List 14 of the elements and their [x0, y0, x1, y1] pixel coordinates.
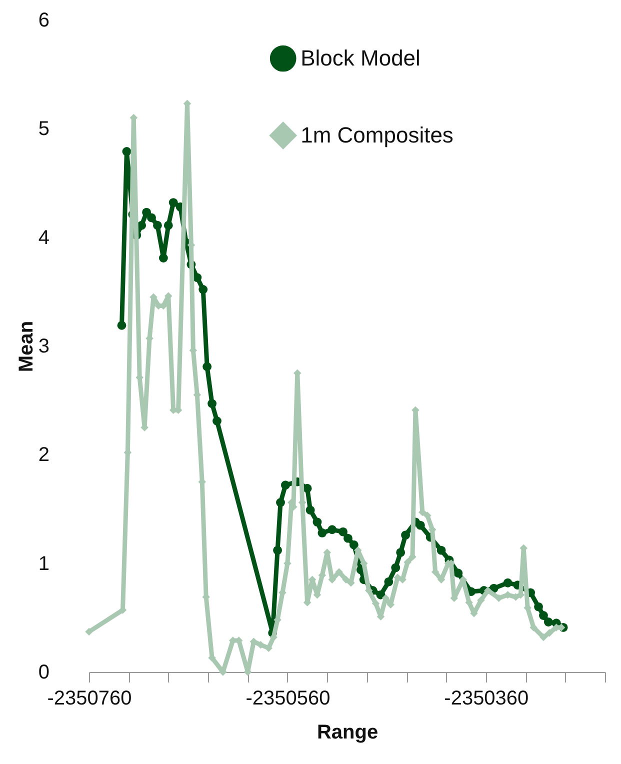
legend-label: Block Model: [300, 46, 420, 70]
y-tick-label: 6: [38, 10, 50, 32]
y-tick-label: 2: [38, 444, 50, 466]
x-tick-label: -2350560: [246, 688, 330, 710]
y-tick-label: 5: [38, 118, 50, 140]
y-axis-title: Mean: [15, 320, 38, 372]
legend-label: 1m Composites: [300, 122, 454, 148]
y-tick-label: 4: [38, 226, 50, 249]
y-tick-label: 1: [38, 552, 50, 575]
x-tick-label: -2350360: [444, 688, 529, 710]
y-tick-label: 0: [38, 662, 50, 684]
x-tick-label: -2350760: [47, 688, 132, 710]
y-tick-label: 3: [38, 336, 50, 358]
x-axis-title: Range: [316, 722, 378, 744]
